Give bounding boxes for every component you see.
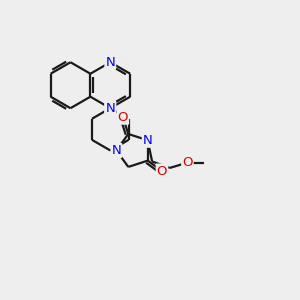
Text: N: N xyxy=(105,102,115,115)
Text: N: N xyxy=(112,144,121,157)
Text: O: O xyxy=(157,164,167,178)
Text: N: N xyxy=(105,56,115,69)
Text: N: N xyxy=(143,134,153,147)
Text: N: N xyxy=(105,102,115,115)
Text: O: O xyxy=(118,111,128,124)
Text: O: O xyxy=(182,156,193,169)
